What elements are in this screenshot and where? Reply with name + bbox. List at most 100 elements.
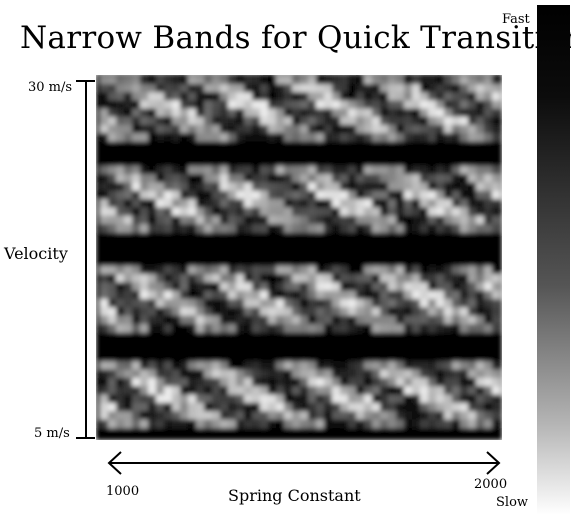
heatmap-cell xyxy=(492,76,501,85)
heatmap-cell xyxy=(428,165,437,175)
heatmap-cell xyxy=(236,394,245,404)
heatmap-cell xyxy=(180,116,189,126)
heatmap-cell xyxy=(172,182,181,192)
heatmap-cell xyxy=(356,108,365,118)
heatmap-cell xyxy=(252,298,261,308)
heatmap-cell xyxy=(308,116,317,126)
heatmap-cell xyxy=(260,402,269,412)
heatmap-cell xyxy=(100,165,109,175)
heatmap-cell xyxy=(332,282,341,292)
heatmap-cell xyxy=(260,282,269,292)
heatmap-cell xyxy=(172,290,181,300)
heatmap-cell xyxy=(436,133,445,142)
heatmap-cell xyxy=(316,133,325,142)
heatmap-cell xyxy=(292,215,301,225)
heatmap-cell xyxy=(372,265,381,275)
heatmap-cell xyxy=(484,116,493,126)
heatmap-cell xyxy=(228,274,237,283)
heatmap-cell xyxy=(228,124,237,134)
heatmap-cell xyxy=(156,265,165,275)
heatmap-cell xyxy=(276,92,285,101)
heatmap-cell xyxy=(212,215,221,225)
heatmap-cell xyxy=(164,199,173,208)
heatmap-cell xyxy=(340,124,349,134)
heatmap-cell xyxy=(476,108,485,118)
heatmap-cell xyxy=(380,282,389,292)
heatmap-cell xyxy=(292,224,301,233)
heatmap-cell xyxy=(340,215,349,225)
heatmap-cell xyxy=(476,290,485,300)
heatmap-cell xyxy=(212,76,221,85)
x-axis-label: Spring Constant xyxy=(228,486,361,505)
heatmap-cell xyxy=(356,215,365,225)
heatmap-cell xyxy=(100,174,109,183)
heatmap-cell xyxy=(156,133,165,142)
heatmap-cell xyxy=(292,315,301,325)
heatmap-cell xyxy=(404,323,413,333)
heatmap-cell xyxy=(212,108,221,118)
heatmap-cell xyxy=(100,386,109,396)
heatmap-cell xyxy=(380,124,389,134)
heatmap-cell xyxy=(412,133,421,142)
heatmap-cell xyxy=(276,174,285,183)
heatmap-cell xyxy=(460,182,469,192)
heatmap-cell xyxy=(452,386,461,396)
heatmap-cell xyxy=(156,298,165,308)
heatmap-cell xyxy=(132,108,141,118)
heatmap-cell xyxy=(452,133,461,142)
heatmap-cell xyxy=(260,419,269,429)
heatmap-cell xyxy=(164,298,173,308)
heatmap-cell xyxy=(436,199,445,208)
heatmap-cell xyxy=(140,92,149,101)
heatmap-cell xyxy=(132,100,141,110)
heatmap-cell xyxy=(348,323,357,333)
heatmap-cell xyxy=(236,315,245,325)
heatmap-cell xyxy=(316,165,325,175)
heatmap-cell xyxy=(196,265,205,275)
heatmap-cell xyxy=(212,165,221,175)
heatmap-cell xyxy=(356,207,365,217)
heatmap-cell xyxy=(428,133,437,142)
y-tick-top: 30 m/s xyxy=(28,80,73,95)
heatmap-cell xyxy=(116,402,125,412)
heatmap-cell xyxy=(468,265,477,275)
heatmap-cell xyxy=(460,76,469,85)
heatmap-cell xyxy=(124,411,133,421)
heatmap-cell xyxy=(132,174,141,183)
heatmap-cell xyxy=(276,182,285,192)
heatmap-cell xyxy=(100,402,109,412)
heatmap-cell xyxy=(412,174,421,183)
heatmap-cell xyxy=(252,84,261,93)
heatmap-cell xyxy=(140,290,149,300)
heatmap-cell xyxy=(372,402,381,412)
heatmap-cell xyxy=(140,108,149,118)
heatmap-cell xyxy=(260,315,269,325)
heatmap-cell xyxy=(196,394,205,404)
heatmap-cell xyxy=(132,182,141,192)
heatmap-cell xyxy=(196,402,205,412)
heatmap-cell xyxy=(100,215,109,225)
heatmap-cell xyxy=(164,190,173,200)
heatmap-cell xyxy=(188,274,197,283)
heatmap-cell xyxy=(388,265,397,275)
heatmap-cell xyxy=(156,224,165,233)
heatmap-cell xyxy=(436,224,445,233)
heatmap-cell xyxy=(220,108,229,118)
heatmap-cell xyxy=(284,199,293,208)
heatmap-cell xyxy=(244,323,253,333)
heatmap-cell xyxy=(460,265,469,275)
heatmap-cell xyxy=(252,265,261,275)
heatmap-cell xyxy=(108,92,117,101)
heatmap-cell xyxy=(324,394,333,404)
heatmap-cell xyxy=(364,100,373,110)
heatmap-cell xyxy=(396,224,405,233)
heatmap-cell xyxy=(228,290,237,300)
heatmap-cell xyxy=(340,386,349,396)
heatmap-cell xyxy=(404,282,413,292)
heatmap-cell xyxy=(332,377,341,387)
heatmap-cell xyxy=(132,361,141,371)
heatmap-cell xyxy=(348,116,357,126)
heatmap-cell xyxy=(476,411,485,421)
heatmap-cell xyxy=(148,165,157,175)
heatmap-cell xyxy=(164,215,173,225)
